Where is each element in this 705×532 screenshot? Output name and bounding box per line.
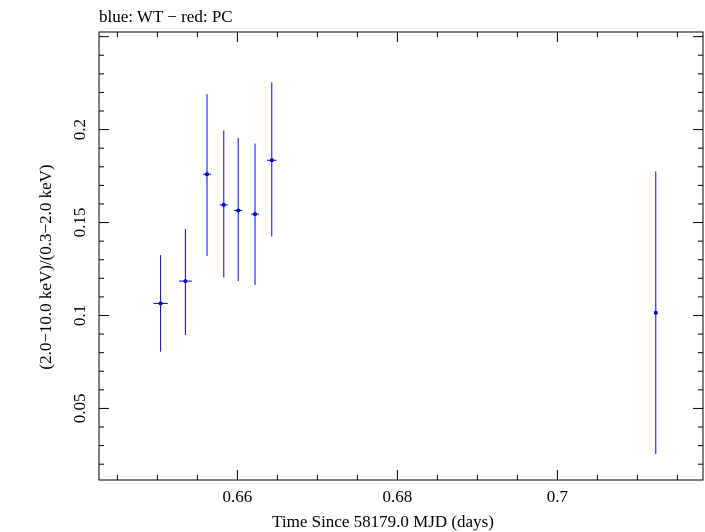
- y-tick-label: 0.15: [70, 208, 89, 238]
- data-point: [251, 143, 259, 285]
- axis-ticks: [99, 32, 703, 480]
- point-marker: [236, 208, 241, 213]
- point-marker: [205, 172, 209, 177]
- plot-frame: [98, 31, 704, 481]
- data-point: [179, 229, 192, 336]
- data-point: [234, 137, 243, 282]
- axis-tick-labels: 0.66 0.68 0.7 0.05 0.1 0.15 0.2: [70, 119, 569, 506]
- chart-title: blue: WT − red: PC: [99, 7, 233, 26]
- point-marker: [269, 158, 274, 163]
- point-marker: [653, 310, 658, 315]
- data-point: [153, 255, 168, 352]
- point-marker: [183, 279, 188, 284]
- data-points: [153, 82, 658, 454]
- data-point: [267, 82, 277, 237]
- y-axis-label: (2.0−10.0 keV)/(0.3−2.0 keV): [36, 164, 55, 369]
- point-marker: [253, 212, 257, 217]
- x-tick-label: 0.68: [383, 487, 413, 506]
- x-tick-label: 0.7: [547, 487, 569, 506]
- y-tick-label: 0.1: [70, 305, 89, 326]
- point-marker: [158, 301, 163, 306]
- point-marker: [221, 202, 226, 207]
- y-tick-label: 0.05: [70, 394, 89, 424]
- y-tick-label: 0.2: [70, 119, 89, 140]
- data-point: [653, 171, 658, 454]
- data-point: [219, 130, 228, 278]
- x-tick-label: 0.66: [223, 487, 253, 506]
- x-axis-label: Time Since 58179.0 MJD (days): [272, 512, 494, 531]
- data-point: [203, 94, 211, 256]
